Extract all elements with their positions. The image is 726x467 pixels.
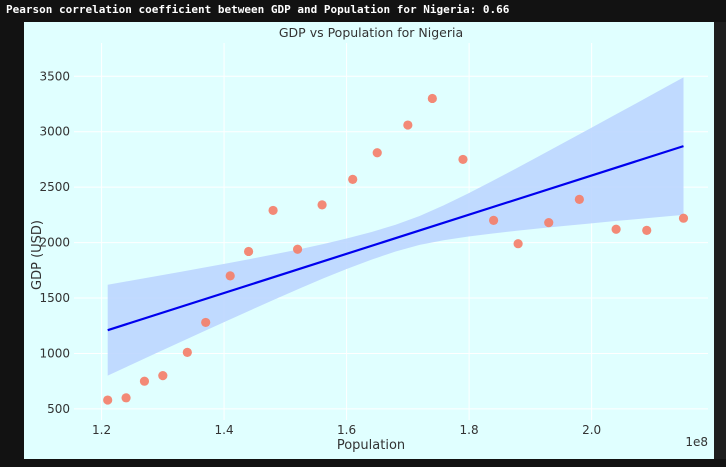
data-point <box>513 239 523 249</box>
y-tick-label: 2000 <box>39 236 70 250</box>
y-tick-label: 500 <box>47 402 70 416</box>
regression-line-layer <box>107 145 684 332</box>
data-point <box>139 376 150 386</box>
data-point <box>243 246 254 257</box>
data-point <box>121 393 131 403</box>
data-point <box>372 148 382 158</box>
data-point <box>103 395 113 405</box>
data-point <box>678 213 689 223</box>
chart-title: GDP vs Population for Nigeria <box>279 25 463 40</box>
data-point <box>611 224 621 234</box>
x-tick-label: 1.8 <box>460 423 479 437</box>
data-point <box>544 218 554 228</box>
data-point <box>182 347 192 357</box>
data-point <box>348 174 358 184</box>
y-tick-label: 3000 <box>39 125 70 139</box>
y-axis-label: GDP (USD) <box>30 220 45 290</box>
data-point <box>201 317 211 328</box>
data-point <box>489 215 499 226</box>
regression-line <box>107 145 684 332</box>
y-tick-label: 3500 <box>39 69 70 83</box>
x-tick-label: 2.0 <box>582 423 601 437</box>
confidence-band <box>107 77 684 376</box>
window-edge <box>714 22 726 459</box>
y-tick-label: 1500 <box>39 291 70 305</box>
data-point <box>317 200 327 210</box>
y-tick-label: 1000 <box>39 346 70 360</box>
x-axis-label: Population <box>337 438 405 453</box>
x-tick-label: 1.4 <box>215 423 234 437</box>
data-point <box>574 194 584 204</box>
tick-labels: 1.2 1.4 1.6 1.8 2.0 500 1000 1500 2000 2500 3000 35… <box>39 69 601 437</box>
confidence-band-layer <box>107 77 684 376</box>
data-point <box>427 93 437 104</box>
y-tick-label: 2500 <box>39 180 70 194</box>
data-point <box>403 120 413 130</box>
chart-figure: 1.2 1.4 1.6 1.8 2.0 500 1000 1500 2000 2500 3000 35… <box>24 22 714 459</box>
data-point <box>642 225 652 235</box>
data-points <box>103 93 689 405</box>
x-axis-offset-label: 1e8 <box>685 435 708 449</box>
data-point <box>268 205 278 216</box>
x-tick-label: 1.2 <box>92 423 111 437</box>
console-output-line: Pearson correlation coefficient between … <box>6 3 510 16</box>
data-point <box>225 271 235 281</box>
data-point <box>458 154 468 165</box>
data-point <box>292 244 303 254</box>
scatter-chart: 1.2 1.4 1.6 1.8 2.0 500 1000 1500 2000 2500 3000 35… <box>30 25 708 453</box>
data-point <box>158 371 168 381</box>
x-tick-label: 1.6 <box>337 423 356 437</box>
